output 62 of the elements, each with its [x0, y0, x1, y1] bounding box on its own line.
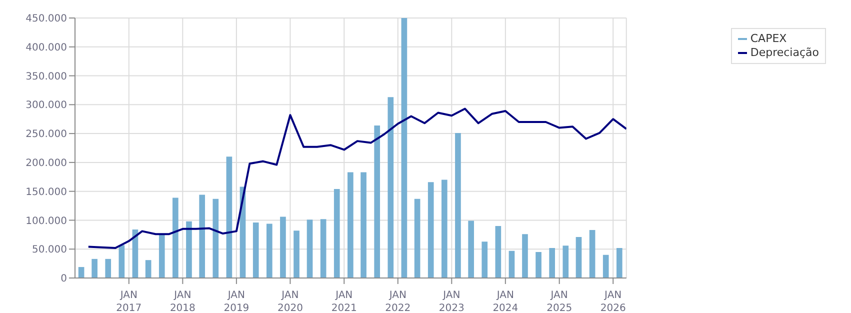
legend-label: Depreciação: [750, 46, 819, 60]
bar: [306, 220, 313, 278]
bar: [334, 189, 340, 278]
x-tick-label: JAN 2020: [277, 290, 303, 313]
bar: [428, 182, 434, 278]
bar: [360, 172, 366, 278]
bar: [495, 226, 502, 278]
bar: [78, 267, 84, 278]
y-tick-label: 350.000: [26, 71, 67, 82]
x-tick-label: JAN 2018: [170, 290, 196, 313]
bar: [602, 254, 609, 278]
bar: [508, 250, 515, 278]
bar: [616, 248, 622, 278]
bar: [320, 219, 326, 278]
y-tick-label: 450.000: [26, 14, 67, 25]
bar: [145, 260, 152, 278]
legend-label: CAPEX: [750, 32, 787, 46]
bar: [374, 125, 380, 278]
bar: [280, 216, 286, 278]
y-tick-label: 200.000: [26, 158, 67, 169]
bar: [199, 194, 206, 278]
bar: [252, 222, 259, 278]
bar: [118, 245, 125, 278]
bar: [576, 236, 582, 278]
bar: [522, 234, 528, 278]
bar: [549, 248, 556, 278]
x-tick-label: JAN 2023: [438, 290, 464, 313]
bar: [589, 230, 596, 278]
bar: [348, 172, 354, 278]
bar: [536, 252, 542, 278]
x-tick-label: JAN 2024: [492, 290, 518, 313]
x-tick-label: JAN 2017: [116, 290, 142, 313]
bar: [266, 224, 272, 278]
line-series: [87, 108, 626, 249]
bar: [455, 132, 461, 278]
x-tick-label: JAN 2026: [600, 290, 626, 313]
y-tick-label: 250.000: [26, 129, 67, 140]
bar: [482, 242, 488, 278]
bar: [92, 258, 98, 278]
bar: [468, 220, 474, 278]
y-tick-label: 50.000: [32, 244, 67, 256]
bar: [172, 198, 178, 278]
bar: [441, 180, 448, 278]
bar: [105, 258, 112, 278]
y-tick-label: 400.000: [26, 42, 67, 54]
bar: [388, 97, 394, 278]
x-tick-label: JAN 2021: [331, 290, 357, 313]
bar: [186, 221, 192, 278]
x-tick-label: JAN 2025: [546, 290, 572, 313]
bar: [158, 234, 165, 278]
bar: [401, 18, 408, 278]
bar: [414, 198, 420, 278]
y-tick-label: 150.000: [26, 186, 67, 198]
y-tick-label: 300.000: [26, 100, 67, 112]
x-tick-label: JAN 2022: [385, 290, 411, 313]
bar: [562, 246, 569, 278]
bar: [212, 198, 219, 278]
bar: [294, 230, 300, 278]
x-tick-label: JAN 2019: [224, 290, 250, 313]
bar: [226, 156, 232, 278]
y-tick-label: 100.000: [26, 216, 67, 227]
y-tick-label: 0: [60, 274, 67, 285]
